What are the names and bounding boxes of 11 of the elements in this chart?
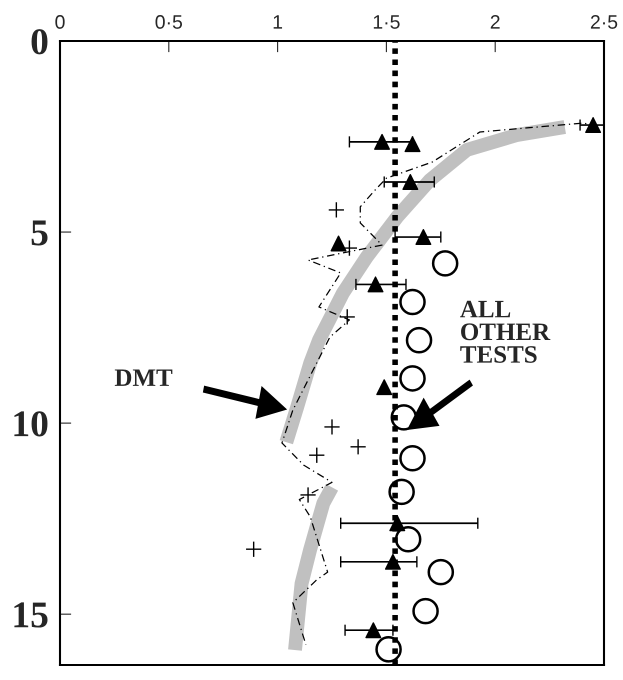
y-tick-label: 10: [14, 411, 48, 436]
x-tick-label: 1·5: [374, 15, 400, 29]
x-tick-label: 1: [274, 15, 282, 29]
x-tick-label: 2: [490, 15, 500, 29]
annotation: ALL OTHER TESTS: [460, 300, 550, 363]
x-tick-label: 2·5: [590, 15, 618, 29]
y-tick-label: 15: [14, 602, 48, 628]
y-tick-label: 5: [32, 220, 48, 246]
x-tick-label: 0·5: [156, 15, 182, 29]
annotation: DMT: [114, 369, 172, 386]
x-tick-label: 0: [55, 15, 65, 29]
